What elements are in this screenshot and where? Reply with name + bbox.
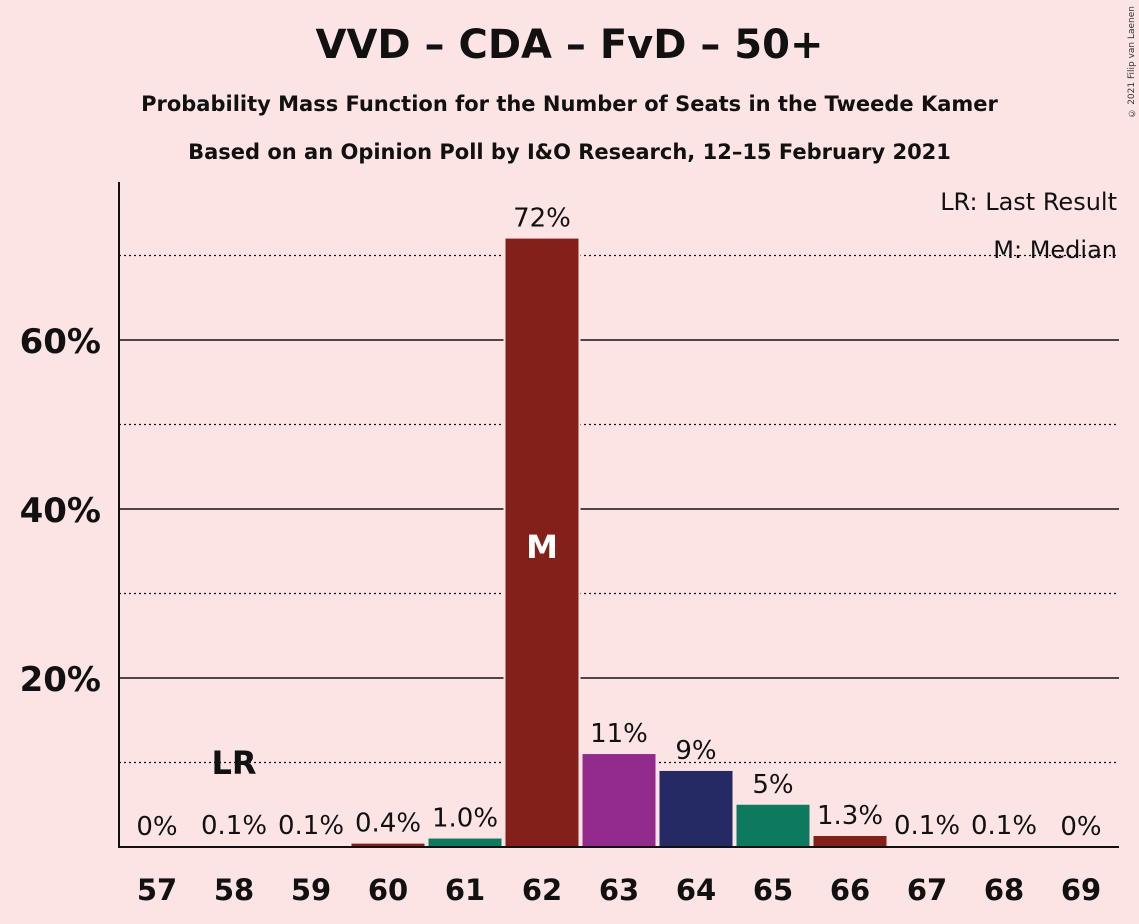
x-tick-label: 57 xyxy=(137,873,177,907)
x-tick-label: 59 xyxy=(291,873,331,907)
x-tick-label: 69 xyxy=(1061,873,1101,907)
x-tick-label: 62 xyxy=(522,873,562,907)
bar xyxy=(736,804,810,847)
bar-halo xyxy=(195,844,273,847)
y-tick-label: 60% xyxy=(20,322,101,362)
last-result-marker: LR xyxy=(211,744,256,782)
data-label: 72% xyxy=(513,204,571,234)
x-tick-label: 68 xyxy=(984,873,1024,907)
data-label: 0.4% xyxy=(355,809,421,839)
legend-median: M: Median xyxy=(993,236,1117,264)
chart-subtitle-2: Based on an Opinion Poll by I&O Research… xyxy=(188,140,951,164)
data-label: 0.1% xyxy=(278,811,344,841)
bar xyxy=(351,843,425,847)
bar xyxy=(813,836,887,847)
chart-subtitle-1: Probability Mass Function for the Number… xyxy=(141,92,998,116)
data-label: 11% xyxy=(590,719,648,749)
bar xyxy=(582,754,656,847)
bar xyxy=(505,238,579,848)
y-tick-label: 40% xyxy=(20,491,101,531)
x-tick-label: 64 xyxy=(676,873,716,907)
data-label: 0% xyxy=(1060,812,1101,842)
data-label: 5% xyxy=(752,770,793,800)
bar-halo xyxy=(888,844,966,847)
data-label: 0.1% xyxy=(971,811,1037,841)
x-tick-label: 67 xyxy=(907,873,947,907)
bar-halo xyxy=(272,844,350,847)
data-label: 0.1% xyxy=(201,811,267,841)
data-label: 1.3% xyxy=(817,801,883,831)
data-label: 0% xyxy=(136,812,177,842)
x-tick-label: 63 xyxy=(599,873,639,907)
x-tick-label: 61 xyxy=(445,873,485,907)
x-tick-label: 60 xyxy=(368,873,408,907)
x-tick-label: 65 xyxy=(753,873,793,907)
bar xyxy=(659,770,733,847)
x-tick-label: 66 xyxy=(830,873,870,907)
bar xyxy=(428,838,502,847)
chart-title: VVD – CDA – FvD – 50+ xyxy=(315,22,824,68)
data-label: 9% xyxy=(675,736,716,766)
y-tick-label: 20% xyxy=(20,660,101,700)
median-marker: M xyxy=(526,528,558,566)
data-label: 1.0% xyxy=(432,804,498,834)
legend-last-result: LR: Last Result xyxy=(940,188,1117,216)
data-label: 0.1% xyxy=(894,811,960,841)
x-tick-label: 58 xyxy=(214,873,254,907)
bar-halo xyxy=(965,844,1043,847)
